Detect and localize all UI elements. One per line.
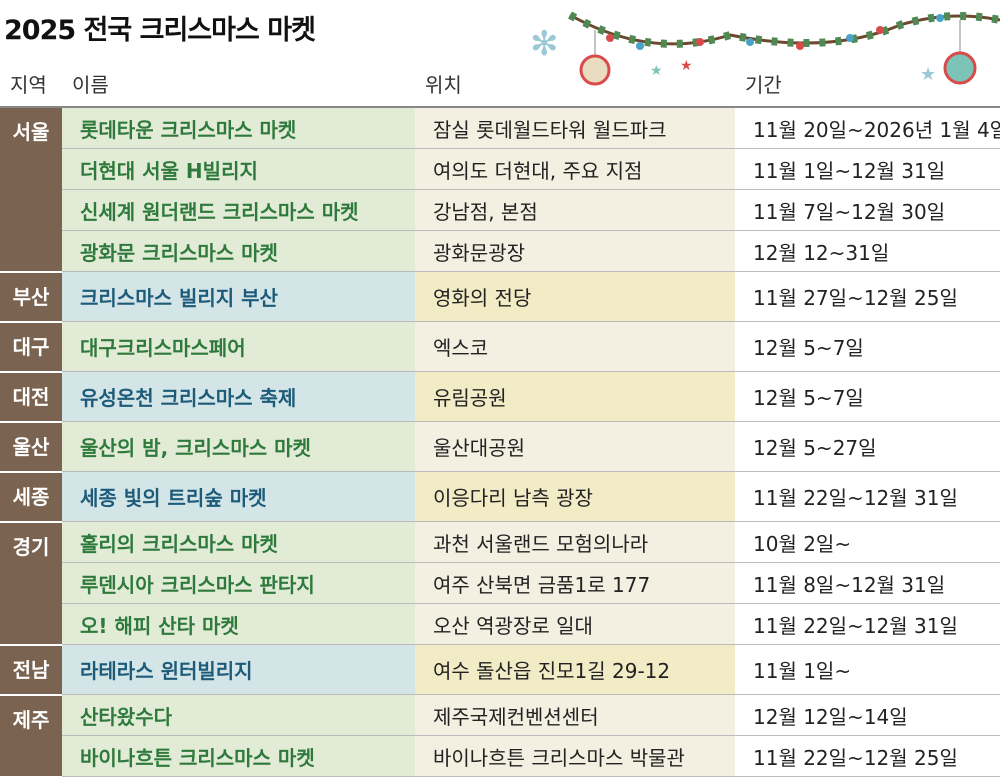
period: 12월 12일~14일	[735, 694, 1000, 736]
table-row: 세종 세종 빛의 트리숲 마켓 이응다리 남측 광장 11월 22일~12월 31일	[0, 471, 1000, 523]
table-row: 울산 울산의 밤, 크리스마스 마켓 울산대공원 12월 5~27일	[0, 421, 1000, 473]
location: 강남점, 본점	[415, 189, 735, 231]
market-name: 유성온천 크리스마스 축제	[62, 371, 415, 422]
market-name: 바이나흐튼 크리스마스 마켓	[62, 735, 415, 777]
market-name: 루덴시아 크리스마스 판타지	[62, 562, 415, 604]
table-row: 서울 롯데타운 크리스마스 마켓 잠실 롯데월드타워 월드파크 11월 20일~202…	[0, 107, 1000, 273]
market-name: 홀리의 크리스마스 마켓	[62, 521, 415, 563]
region: 서울	[0, 107, 62, 273]
period: 11월 1일~	[735, 644, 1000, 695]
market-name: 크리스마스 빌리지 부산	[62, 271, 415, 322]
period: 11월 22일~12월 31일	[735, 603, 1000, 645]
period: 11월 22일~12월 31일	[735, 471, 1000, 522]
region: 부산	[0, 271, 62, 323]
table-row: 루덴시아 크리스마스 판타지 여주 산북면 금품1로 177 11월 8일~12월 …	[0, 562, 1000, 604]
region: 경기	[0, 521, 62, 646]
table-row: 바이나흐튼 크리스마스 마켓 바이나흐튼 크리스마스 박물관 11월 22일~12월…	[0, 735, 1000, 777]
market-name: 더현대 서울 H빌리지	[62, 148, 415, 190]
location: 바이나흐튼 크리스마스 박물관	[415, 735, 735, 777]
table-row: 오! 해피 산타 마켓 오산 역광장로 일대 11월 22일~12월 31일	[0, 603, 1000, 645]
period: 11월 22일~12월 25일	[735, 735, 1000, 777]
region: 전남	[0, 644, 62, 696]
location: 여주 산북면 금품1로 177	[415, 562, 735, 604]
table-body: 서울 롯데타운 크리스마스 마켓 잠실 롯데월드타워 월드파크 11월 20일~202…	[0, 107, 1000, 778]
market-name: 산타왔수다	[62, 694, 415, 736]
table-row: 전남 라테라스 윈터빌리지 여수 돌산읍 진모1길 29-12 11월 1일~	[0, 644, 1000, 696]
period: 12월 5~7일	[735, 371, 1000, 422]
market-name: 오! 해피 산타 마켓	[62, 603, 415, 645]
location: 광화문광장	[415, 230, 735, 272]
location: 오산 역광장로 일대	[415, 603, 735, 645]
column-header: 기간	[735, 60, 1000, 108]
location: 여의도 더현대, 주요 지점	[415, 148, 735, 190]
table-row: 대전 유성온천 크리스마스 축제 유림공원 12월 5~7일	[0, 371, 1000, 423]
svg-text:✻: ✻	[530, 24, 559, 64]
column-header: 지역	[0, 60, 62, 108]
market-name: 신세계 원더랜드 크리스마스 마켓	[62, 189, 415, 231]
period: 12월 5~27일	[735, 421, 1000, 472]
market-name: 롯데타운 크리스마스 마켓	[62, 107, 415, 149]
period: 11월 27일~12월 25일	[735, 271, 1000, 322]
period: 12월 5~7일	[735, 321, 1000, 372]
column-header: 이름	[62, 60, 415, 108]
market-name: 세종 빛의 트리숲 마켓	[62, 471, 415, 522]
period: 11월 8일~12월 31일	[735, 562, 1000, 604]
location: 이응다리 남측 광장	[415, 471, 735, 522]
region: 세종	[0, 471, 62, 523]
region: 제주	[0, 694, 62, 778]
market-name: 라테라스 윈터빌리지	[62, 644, 415, 695]
market-name: 광화문 크리스마스 마켓	[62, 230, 415, 272]
region: 울산	[0, 421, 62, 473]
page: 2025 전국 크리스마스 마켓 ✻ ★ ★ ★ 지역 이름 위치 기간 서울 롯데타운…	[0, 11, 1000, 778]
period: 10월 2일~	[735, 521, 1000, 563]
market-name: 울산의 밤, 크리스마스 마켓	[62, 421, 415, 472]
period: 12월 12~31일	[735, 230, 1000, 272]
location: 잠실 롯데월드타워 월드파크	[415, 107, 735, 149]
table-row: 신세계 원더랜드 크리스마스 마켓 강남점, 본점 11월 7일~12월 30일	[0, 189, 1000, 231]
market-table: 지역 이름 위치 기간 서울 롯데타운 크리스마스 마켓 잠실 롯데월드타워 월드파크 11…	[0, 60, 1000, 778]
location: 유림공원	[415, 371, 735, 422]
table-row: 더현대 서울 H빌리지 여의도 더현대, 주요 지점 11월 1일~12월 31일	[0, 148, 1000, 190]
region: 대구	[0, 321, 62, 373]
location: 제주국제컨벤션센터	[415, 694, 735, 736]
table-row: 부산 크리스마스 빌리지 부산 영화의 전당 11월 27일~12월 25일	[0, 271, 1000, 323]
title: 2025 전국 크리스마스 마켓	[4, 15, 316, 46]
location: 엑스코	[415, 321, 735, 372]
period: 11월 7일~12월 30일	[735, 189, 1000, 231]
location: 여수 돌산읍 진모1길 29-12	[415, 644, 735, 695]
market-name: 대구크리스마스페어	[62, 321, 415, 372]
location: 과천 서울랜드 모험의나라	[415, 521, 735, 563]
table-row: 대구 대구크리스마스페어 엑스코 12월 5~7일	[0, 321, 1000, 373]
table-row: 제주 산타왔수다 제주국제컨벤션센터 12월 12일~14일	[0, 694, 1000, 778]
region: 대전	[0, 371, 62, 423]
table-row: 경기 홀리의 크리스마스 마켓 과천 서울랜드 모험의나라 10월 2일~	[0, 521, 1000, 646]
table-row: 광화문 크리스마스 마켓 광화문광장 12월 12~31일	[0, 230, 1000, 272]
period: 11월 20일~2026년 1월 4일	[735, 107, 1000, 149]
column-header: 위치	[415, 60, 735, 108]
period: 11월 1일~12월 31일	[735, 148, 1000, 190]
header-row: 지역 이름 위치 기간	[0, 60, 1000, 108]
location: 영화의 전당	[415, 271, 735, 322]
location: 울산대공원	[415, 421, 735, 472]
